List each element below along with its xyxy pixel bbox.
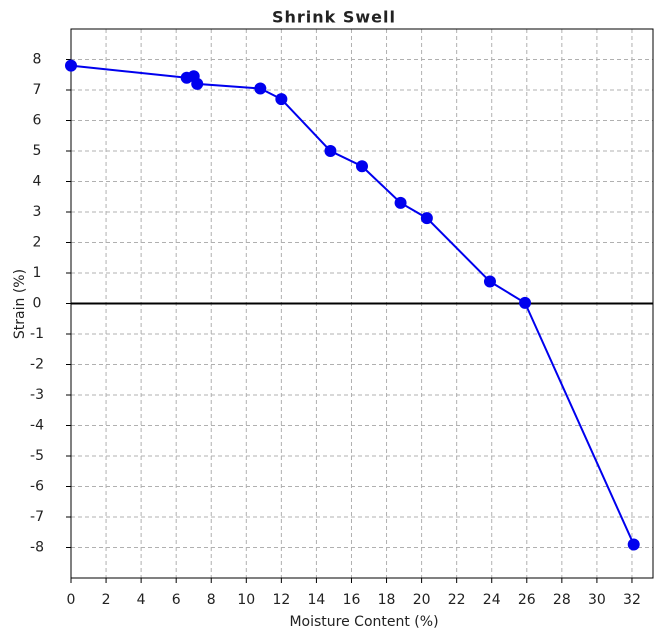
y-tick-label: 0 <box>33 296 42 312</box>
series-line <box>70 64 635 545</box>
y-tick-label: -8 <box>30 540 44 556</box>
y-axis-label: Strain (%) <box>12 269 28 339</box>
y-tick-label: 8 <box>33 52 42 68</box>
x-tick-label: 10 <box>237 592 255 608</box>
y-tick-label: 5 <box>33 143 42 159</box>
x-tick-label: 24 <box>483 592 501 608</box>
x-tick-label: 26 <box>518 592 536 608</box>
point <box>483 275 496 288</box>
y-tick-label: 3 <box>33 204 42 220</box>
y-tick-label: 4 <box>33 174 42 190</box>
x-tick-label: 2 <box>102 592 111 608</box>
x-tick-label: 18 <box>378 592 396 608</box>
point <box>275 93 288 106</box>
point <box>627 538 640 551</box>
y-tick-label: -7 <box>30 509 44 525</box>
point <box>420 212 433 225</box>
y-tick-label: -4 <box>30 418 44 434</box>
y-tick-label: 7 <box>33 82 42 98</box>
x-tick-label: 22 <box>448 592 466 608</box>
x-tick-label: 8 <box>207 592 216 608</box>
y-tick-label: -5 <box>30 448 44 464</box>
y-tick-label: -2 <box>30 357 44 373</box>
point <box>324 145 337 157</box>
x-tick-label: 16 <box>343 592 361 608</box>
x-axis-label: Moisture Content (%) <box>289 614 438 630</box>
y-tick-label: -1 <box>30 326 44 342</box>
x-tick-label: 12 <box>272 592 290 608</box>
point <box>191 77 204 90</box>
point <box>394 196 407 209</box>
x-tick-label: 20 <box>413 592 431 608</box>
point <box>519 296 532 309</box>
point <box>356 160 368 173</box>
point <box>254 82 267 95</box>
y-tick-label: 6 <box>33 113 42 129</box>
x-tick-label: 28 <box>553 592 571 608</box>
point <box>65 59 77 72</box>
y-tick-label: -6 <box>30 479 44 495</box>
x-tick-label: 6 <box>172 592 181 608</box>
chart-title: Shrink Swell <box>272 8 396 27</box>
y-tick-label: 2 <box>33 235 42 251</box>
x-tick-label: 4 <box>137 592 146 608</box>
x-tick-label: 32 <box>623 592 641 608</box>
y-tick-label: 1 <box>33 265 42 281</box>
y-tick-label: -3 <box>30 387 44 403</box>
x-tick-label: 30 <box>588 592 606 608</box>
x-tick-label: 14 <box>308 592 326 608</box>
x-tick-label: 0 <box>67 592 76 608</box>
